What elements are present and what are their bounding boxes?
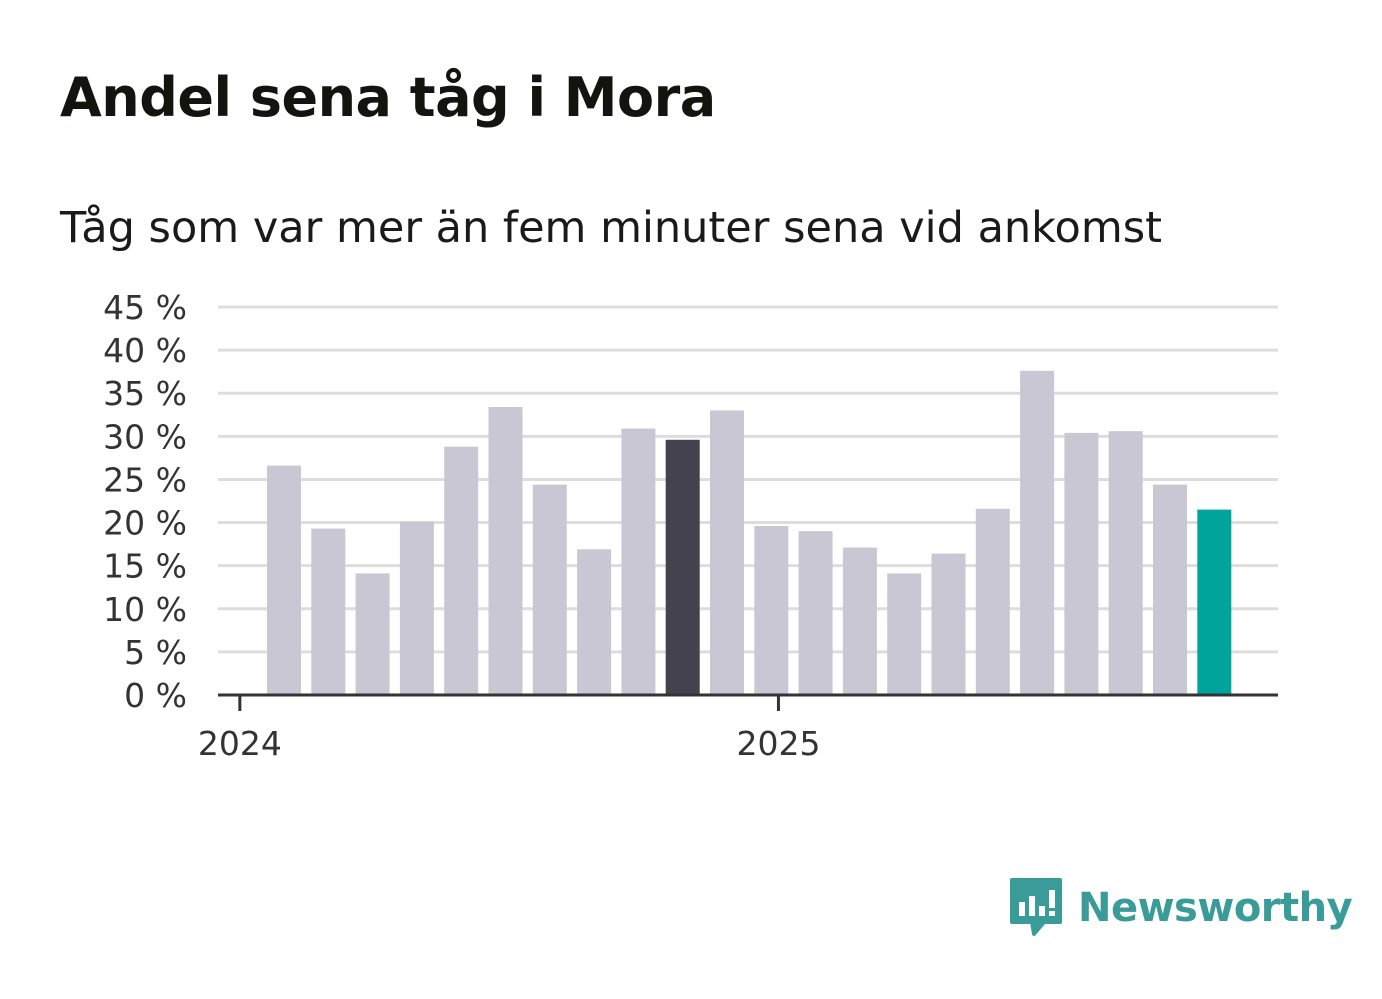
y-tick-label: 35 % [103, 374, 187, 413]
bar [267, 465, 301, 695]
y-tick-label: 5 % [124, 633, 187, 672]
chart-title: Andel sena tåg i Mora [60, 66, 716, 129]
bars [267, 370, 1232, 695]
bar [754, 526, 789, 695]
y-tick-label: 15 % [103, 547, 187, 586]
bar [665, 439, 700, 695]
bar [1108, 431, 1143, 695]
bar [1020, 370, 1055, 695]
bar [399, 521, 434, 695]
bar [311, 528, 346, 695]
y-tick-label: 45 % [103, 288, 187, 327]
bar [355, 573, 390, 695]
bar [710, 410, 744, 695]
bar [887, 573, 922, 695]
bar [444, 446, 479, 695]
bar [532, 484, 567, 695]
bar [577, 549, 612, 695]
bar [488, 407, 523, 695]
bar [1064, 432, 1099, 695]
bar [842, 547, 877, 695]
brand-name: Newsworthy [1078, 885, 1353, 931]
newsworthy-logo-icon [1010, 878, 1062, 936]
y-tick-label: 25 % [103, 460, 187, 499]
x-tick-label: 2024 [198, 724, 282, 763]
gridlines [218, 305, 1278, 654]
y-tick-label: 20 % [103, 504, 187, 543]
bar [621, 428, 656, 695]
y-tick-label: 30 % [103, 417, 187, 456]
bar [931, 553, 966, 695]
y-tick-label: 40 % [103, 331, 187, 370]
bar [798, 531, 833, 695]
axes: 0 % 5 % 10 % 15 % 20 % 25 % 30 % 35 % 40 % 45 % 20… [103, 288, 1278, 763]
y-tick-label: 0 % [124, 676, 187, 715]
bar [975, 508, 1010, 695]
bar [1153, 484, 1187, 695]
y-tick-label: 10 % [103, 590, 187, 629]
brand-logo[interactable]: Newsworthy [1010, 878, 1353, 938]
x-tick-label: 2025 [736, 724, 820, 763]
chart-subtitle: Tåg som var mer än fem minuter sena vid … [60, 203, 1163, 253]
bar [1197, 509, 1232, 695]
